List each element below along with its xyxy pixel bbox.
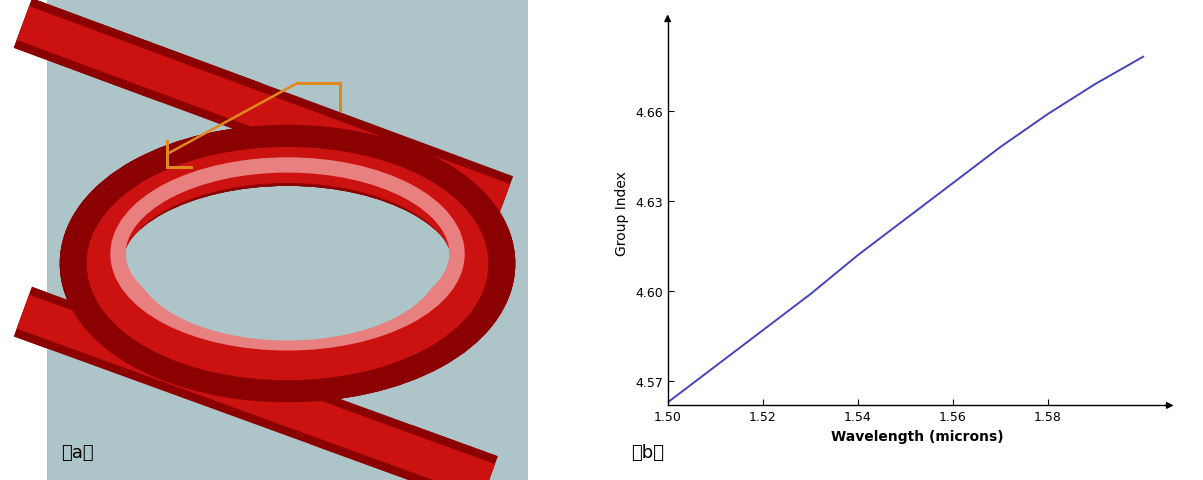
Ellipse shape <box>136 187 439 341</box>
Y-axis label: Group Index: Group Index <box>616 171 629 256</box>
X-axis label: Wavelength (microns): Wavelength (microns) <box>831 429 1003 443</box>
Text: （b）: （b） <box>632 443 664 461</box>
Ellipse shape <box>136 187 439 341</box>
Text: （a）: （a） <box>61 443 94 461</box>
